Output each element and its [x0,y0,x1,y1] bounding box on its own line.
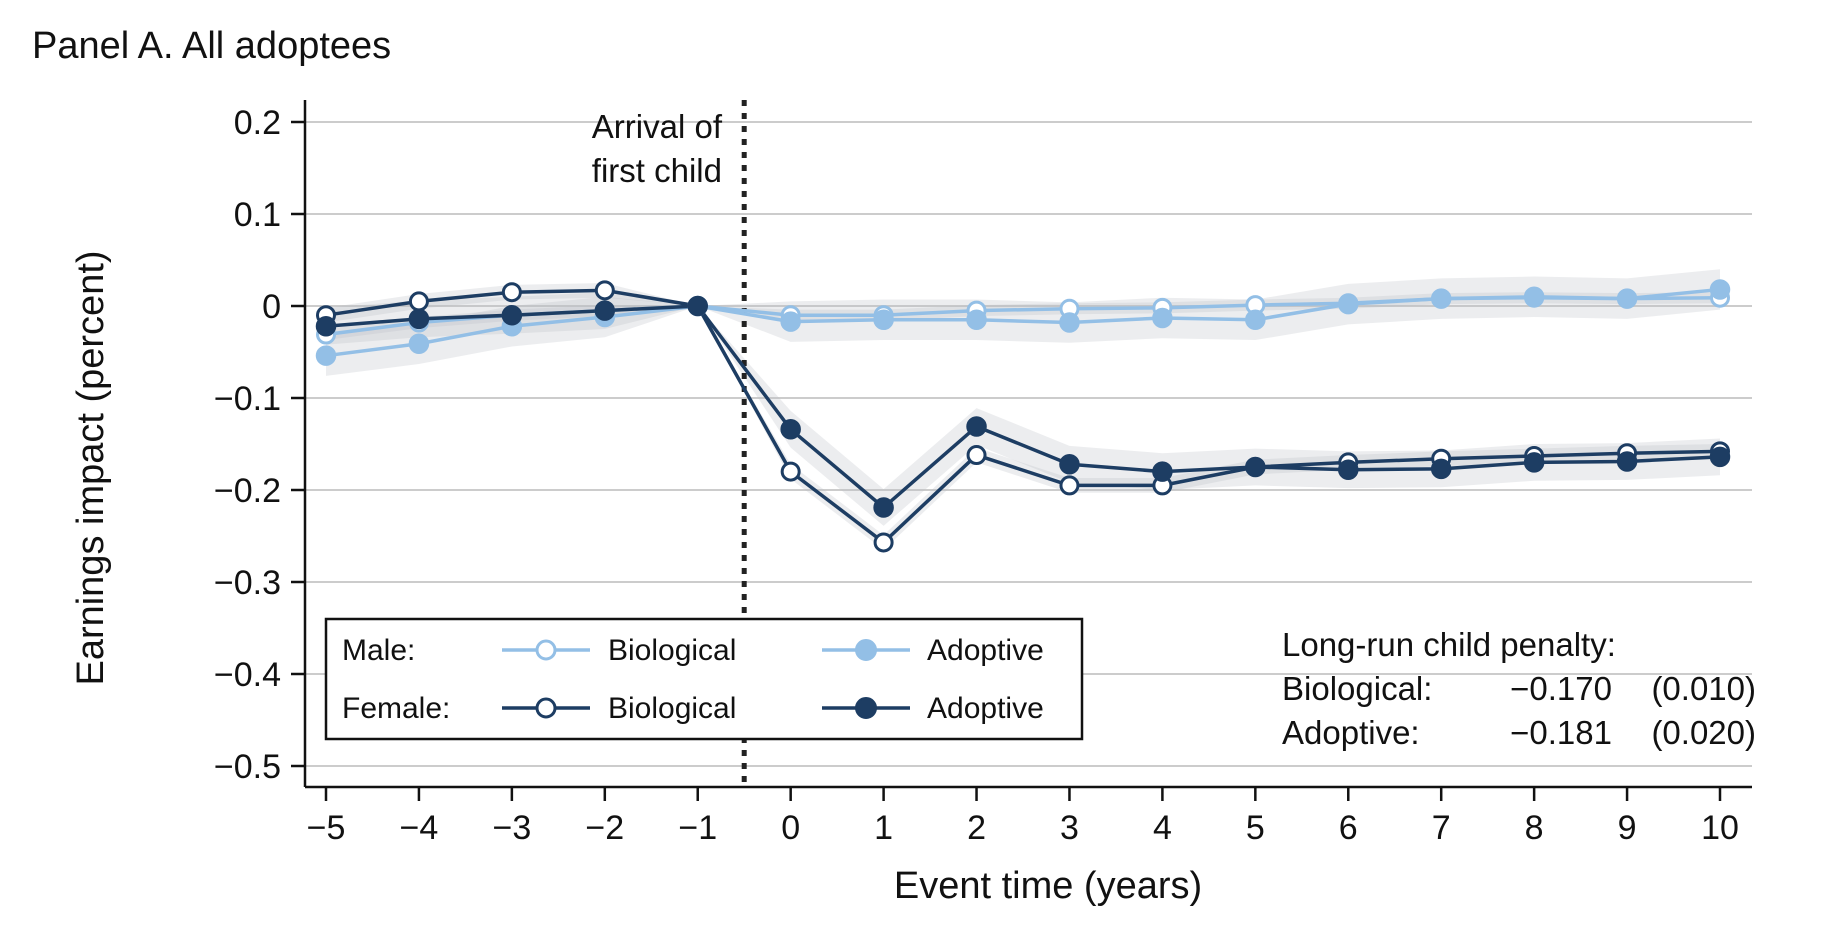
legend-male-label: Male: [342,634,415,667]
x-tick-label-6: 1 [874,809,893,847]
penalty-bio-value: −0.170 [1510,670,1612,707]
x-tick-label-13: 8 [1525,809,1544,847]
legend-female-adoptive-marker [855,697,877,719]
legend-box [324,617,1084,741]
point-s3-15 [1709,446,1731,468]
penalty-adopt-value: −0.181 [1510,714,1612,751]
penalty-bio-se: (0.010) [1651,670,1756,707]
y-tick-label-5: −0.3 [214,564,281,602]
y-tick-label-1: 0.1 [234,196,281,234]
point-s1-0 [315,345,337,366]
point-s3-8 [1059,453,1080,475]
point-s3-0 [315,315,337,337]
point-s3-12 [1430,458,1452,480]
point-s3-6 [873,497,894,518]
penalty-title: Long-run child penalty: [1282,626,1616,663]
band-3 [326,292,1720,526]
point-s1-7 [966,309,987,331]
point-s1-11 [1338,293,1359,315]
x-tick-label-12: 7 [1432,809,1451,847]
point-s3-3 [594,300,616,321]
series-line-3 [325,304,1721,510]
point-s3-10 [1245,456,1266,478]
point-s3-14 [1616,451,1638,472]
legend-male-biological-text: Biological [608,634,736,667]
point-s3-11 [1338,459,1359,481]
x-tick-label-8: 3 [1060,809,1079,847]
point-s2-7 [966,445,987,466]
legend-male-biological-marker [535,639,557,661]
x-tick-label-3: −2 [585,809,624,847]
x-tick-label-11: 6 [1339,809,1358,847]
point-s2-8 [1059,475,1080,496]
event-annotation-line1: Arrival of [592,108,723,145]
point-s2-6 [873,532,894,553]
y-axis-ticks: 0.2 0.1 0 −0.1 −0.2 −0.3 −0.4 −0.5 [214,104,305,786]
series-line-2 [325,288,1721,545]
point-s2-1 [408,291,429,312]
legend-male-adoptive-marker [855,639,877,661]
y-tick-label-7: −0.5 [214,748,281,786]
point-s3-5 [780,419,801,440]
x-tick-label-15: 10 [1701,809,1739,847]
penalty-adopt-se: (0.020) [1651,714,1756,751]
x-axis-ticks: −5 −4 −3 −2 −1 0 1 2 3 4 5 6 7 8 9 10 [307,787,1739,847]
x-tick-label-5: 0 [781,809,800,847]
legend-female-label: Female: [342,692,450,725]
point-s1-13 [1523,286,1545,308]
legend: Male: Female: Biological Adoptive Biolog… [324,617,1084,741]
y-tick-label-0: 0.2 [234,104,281,142]
y-tick-label-6: −0.4 [214,656,281,694]
point-s1-10 [1245,309,1266,331]
y-tick-label-2: 0 [262,288,281,326]
point-s3-4 [687,295,708,317]
legend-female-adoptive-text: Adoptive [927,692,1044,725]
point-s3-7 [966,416,987,437]
x-tick-label-2: −3 [492,809,531,847]
series-line-1 [325,287,1721,358]
legend-female-biological-text: Biological [608,692,736,725]
y-axis-title: Earnings impact (percent) [70,250,112,685]
series-layer [315,279,1731,553]
point-s2-3 [594,280,615,301]
panel-title: Panel A. All adoptees [32,25,391,67]
y-tick-label-4: −0.2 [214,472,281,510]
point-s1-5 [780,311,801,332]
point-s1-9 [1152,307,1173,329]
point-s1-6 [873,309,894,331]
penalty-adopt-label: Adoptive: [1282,714,1420,751]
point-s2-5 [780,461,801,482]
point-s3-13 [1523,452,1545,473]
point-s1-8 [1059,312,1080,333]
point-s1-14 [1616,288,1638,309]
legend-male-adoptive-text: Adoptive [927,634,1044,667]
x-tick-label-1: −4 [400,809,439,847]
x-tick-label-9: 4 [1153,809,1172,847]
legend-female-biological-marker [535,697,557,719]
x-tick-label-4: −1 [678,809,717,847]
point-s1-15 [1709,279,1731,300]
penalty-box: Long-run child penalty: Biological: −0.1… [1282,626,1756,751]
x-tick-label-0: −5 [307,809,346,847]
x-tick-label-7: 2 [967,809,986,847]
point-s3-9 [1152,461,1173,482]
x-tick-label-10: 5 [1246,809,1265,847]
point-s3-2 [501,304,523,326]
x-axis-title: Event time (years) [894,865,1202,907]
point-s3-1 [408,308,430,330]
penalty-bio-label: Biological: [1282,670,1432,707]
point-s1-12 [1430,288,1452,309]
point-s2-2 [501,282,522,303]
x-tick-label-14: 9 [1618,809,1637,847]
y-tick-label-3: −0.1 [214,380,281,418]
event-annotation-line2: first child [592,152,722,189]
point-s1-1 [408,333,430,354]
